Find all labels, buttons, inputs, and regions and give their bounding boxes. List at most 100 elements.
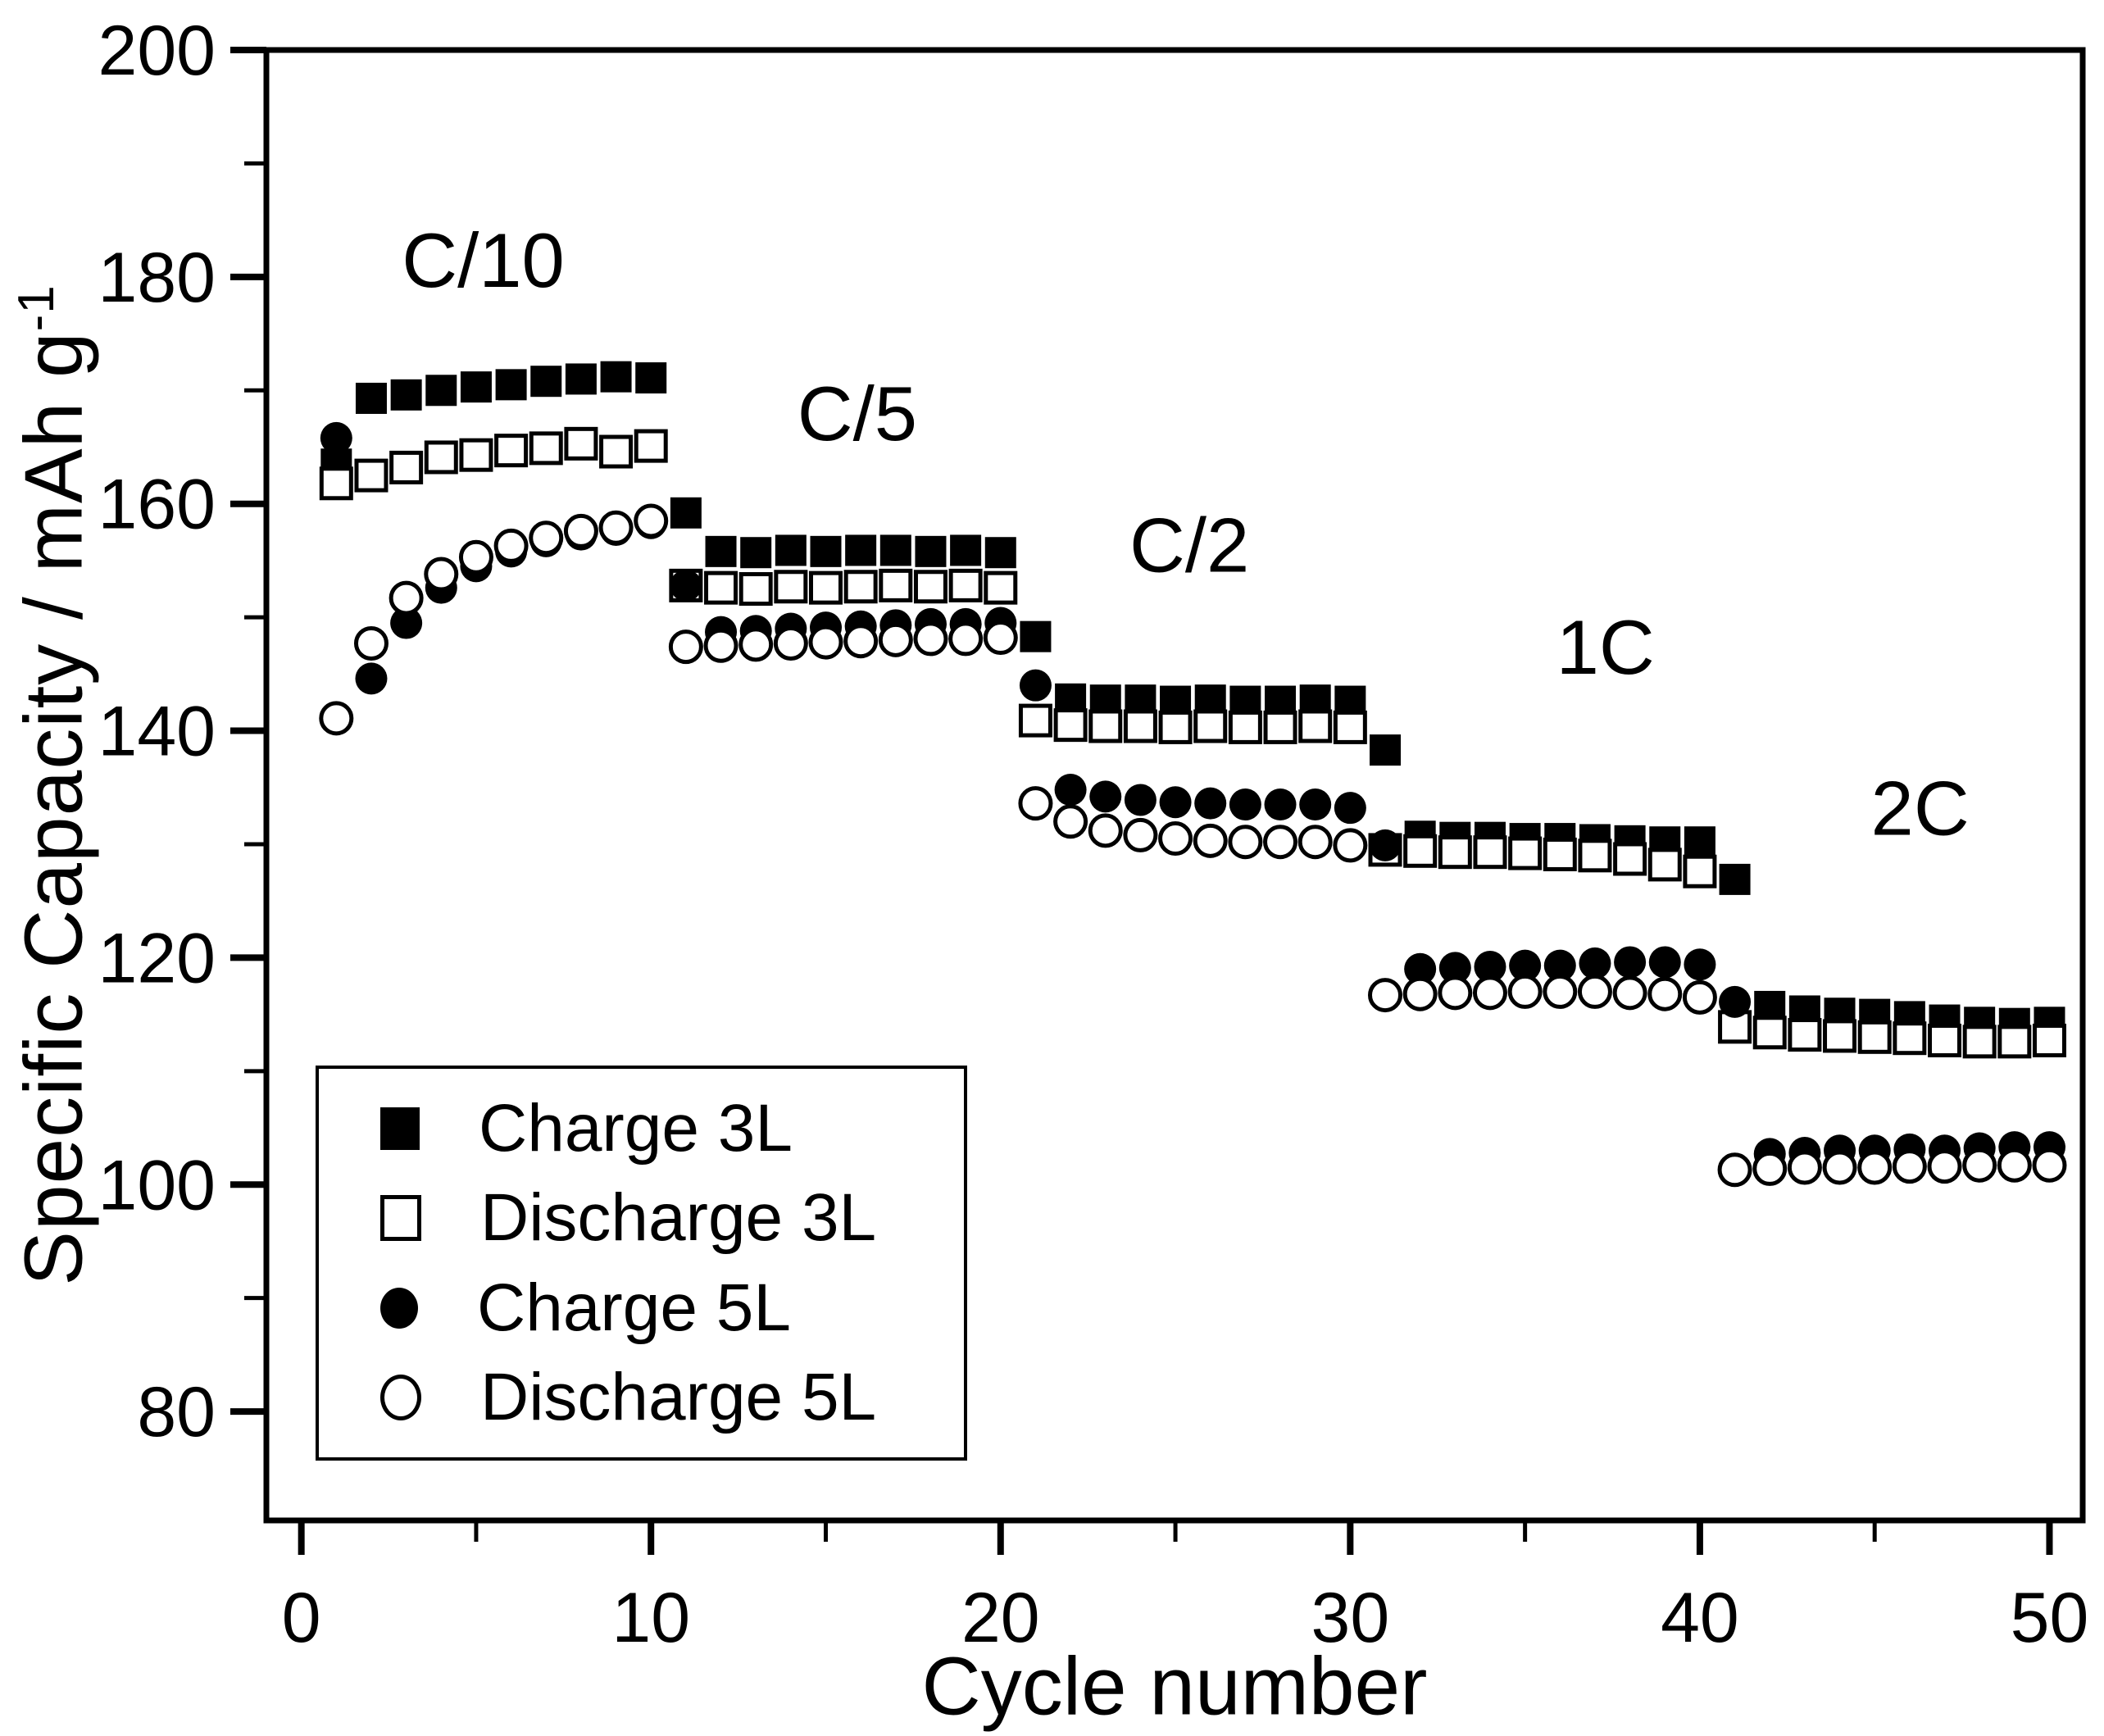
charge-3l-point (600, 361, 632, 393)
charge-3l-point (1020, 620, 1052, 652)
charge-5l-point (1369, 829, 1402, 861)
charge-5l-point (1159, 786, 1192, 819)
discharge-5l-point (1717, 1152, 1752, 1188)
discharge-5l-point (1927, 1149, 1962, 1184)
discharge-3l-point (913, 570, 947, 604)
charge-5l-point (1648, 946, 1681, 979)
discharge-5l-point (529, 520, 564, 556)
discharge-3l-point (1962, 1025, 1997, 1059)
x-tick-label: 0 (282, 1579, 321, 1657)
discharge-5l-point (843, 624, 879, 659)
charge-5l-point (1579, 947, 1611, 979)
charge-3l-point (740, 537, 772, 569)
discharge-5l-point (1612, 975, 1647, 1011)
legend-item-discharge-5l: Discharge 5L (380, 1355, 956, 1440)
discharge-3l-point (1333, 710, 1367, 744)
charge-5l-point (390, 607, 423, 639)
discharge-5l-point (1333, 828, 1368, 863)
x-tick-label: 20 (961, 1579, 1040, 1657)
discharge-3l-point (809, 570, 843, 605)
discharge-5l-point (1297, 825, 1333, 860)
discharge-3l-point (738, 572, 773, 607)
discharge-3l-point (389, 450, 424, 484)
charge-5l-point (1089, 780, 1122, 813)
discharge-5l-point (1892, 1149, 1927, 1184)
discharge-3l-point (529, 431, 563, 466)
charge-3l-point (950, 534, 982, 566)
discharge-5l-point (1088, 813, 1123, 848)
legend-label-charge-3l: Charge 3L (479, 1090, 793, 1166)
y-axis-title: Specific Capacity / mAh g-1 (7, 284, 102, 1286)
discharge-5l-point (1822, 1150, 1857, 1185)
discharge-5l-point (1053, 804, 1088, 839)
charge-3l-point (879, 534, 911, 566)
discharge-3l-point (1263, 710, 1297, 744)
legend-label-discharge-5l: Discharge 5L (480, 1360, 877, 1435)
discharge-3l-point (1752, 1016, 1787, 1050)
charge-5l-point (1684, 948, 1716, 981)
open-square-icon (380, 1195, 421, 1242)
charge-5l-point (1264, 788, 1297, 821)
legend-box: Charge 3L Discharge 3L Charge 5L Dischar… (316, 1066, 967, 1461)
discharge-3l-point (1088, 709, 1123, 743)
charge-3l-point (565, 363, 597, 395)
discharge-5l-point (983, 620, 1018, 656)
charge-3l-point (530, 366, 562, 398)
discharge-3l-point (1438, 835, 1472, 870)
charge-3l-point (355, 382, 387, 414)
y-tick-label: 80 (137, 1373, 216, 1452)
discharge-5l-point (1507, 974, 1543, 1009)
discharge-5l-point (424, 557, 459, 592)
charge-3l-point (1719, 863, 1751, 895)
discharge-5l-point (1018, 786, 1053, 821)
discharge-3l-point (1893, 1021, 1927, 1056)
discharge-5l-point (1962, 1147, 1997, 1183)
discharge-3l-point (1228, 710, 1262, 744)
discharge-3l-point (319, 466, 353, 501)
charge-3l-point (705, 535, 737, 567)
rate-label: C/5 (798, 370, 917, 457)
filled-circle-icon (380, 1287, 418, 1329)
discharge-5l-point (1368, 978, 1403, 1013)
charge-5l-point (1194, 787, 1227, 820)
rate-label: C/10 (402, 217, 565, 303)
discharge-3l-point (1928, 1023, 1962, 1057)
charge-5l-point (1438, 952, 1471, 984)
rate-label: 2C (1871, 766, 1970, 852)
charge-3l-point (460, 371, 492, 403)
legend-item-charge-3l: Charge 3L (380, 1086, 956, 1171)
charge-3l-point (1684, 826, 1715, 858)
x-axis-title: Cycle number (921, 1640, 1428, 1733)
charge-5l-point (1614, 946, 1647, 979)
y-tick-label: 200 (98, 11, 216, 90)
charge-5l-point (1299, 788, 1332, 821)
charge-3l-point (1370, 734, 1402, 766)
discharge-5l-point (1193, 823, 1228, 858)
discharge-5l-point (1543, 974, 1578, 1009)
discharge-5l-point (389, 580, 424, 616)
filled-square-icon (380, 1107, 420, 1150)
discharge-5l-point (1472, 975, 1507, 1011)
x-tick-label: 40 (1661, 1579, 1739, 1657)
discharge-5l-point (1787, 1150, 1822, 1185)
discharge-3l-point (1473, 835, 1507, 870)
y-tick-label: 140 (98, 693, 216, 771)
discharge-3l-point (1018, 703, 1052, 738)
charge-5l-point (1543, 949, 1576, 982)
discharge-5l-point (738, 627, 774, 662)
discharge-5l-point (1123, 817, 1158, 852)
discharge-5l-point (319, 701, 354, 736)
discharge-5l-point (1158, 821, 1193, 857)
discharge-3l-point (1613, 842, 1647, 876)
discharge-5l-point (668, 629, 703, 665)
discharge-5l-point (703, 628, 738, 663)
charge-3l-point (775, 534, 807, 566)
discharge-5l-point (1997, 1147, 2032, 1183)
discharge-3l-point (1647, 848, 1682, 882)
discharge-3l-point (1158, 710, 1193, 744)
discharge-3l-point (1053, 708, 1088, 743)
discharge-3l-point (1403, 834, 1438, 868)
discharge-3l-point (1788, 1018, 1822, 1052)
discharge-3l-point (1193, 709, 1228, 743)
legend-item-charge-5l: Charge 5L (380, 1266, 956, 1351)
